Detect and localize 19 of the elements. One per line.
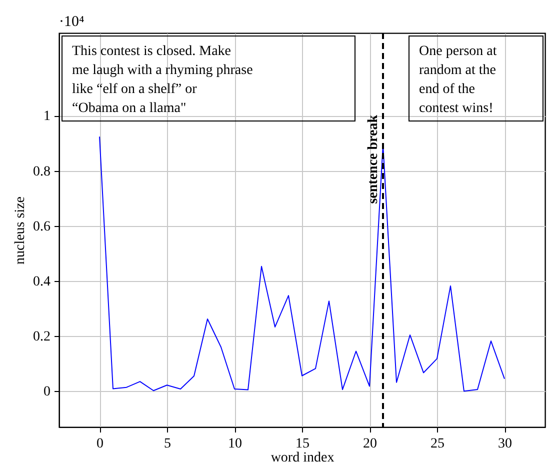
y-tick-label: 1 <box>44 109 50 124</box>
x-axis-title: word index <box>270 450 334 466</box>
x-tick-label: 15 <box>296 436 310 452</box>
x-tick-label: 25 <box>430 436 444 452</box>
text: ·10⁴ <box>59 14 84 30</box>
y-axis-title: nucleus size <box>13 196 28 265</box>
y-tick-label: 0.6 <box>33 219 50 234</box>
ref-line-label: sentence break <box>366 114 381 204</box>
y-tick-label: 0.8 <box>33 164 50 180</box>
annotation: This contest is closed. Make me laugh with a rhyming phrase like “elf on a shelf” or “Obama on a llama" <box>72 44 253 116</box>
x-tick-label: 0 <box>96 436 104 452</box>
y-tick-label: 0.2 <box>33 330 50 345</box>
x-tick-label: 30 <box>498 436 512 452</box>
y-tick-label: 0.4 <box>33 274 50 290</box>
x-tick-label: 10 <box>228 436 242 452</box>
annotation: One person at random at the end of the contest wins! <box>419 44 497 116</box>
y-tick-label: 0 <box>44 384 50 400</box>
x-tick-label: 5 <box>164 436 171 452</box>
x-tick-label: 20 <box>363 436 377 452</box>
